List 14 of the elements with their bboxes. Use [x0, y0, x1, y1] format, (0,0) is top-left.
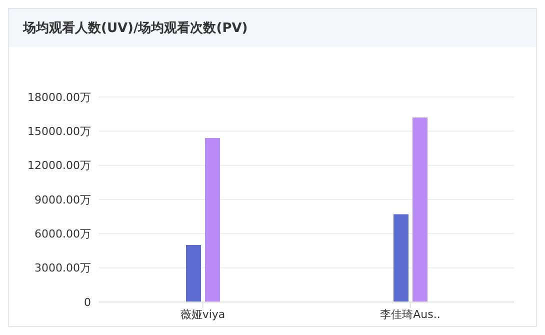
chart-title: 场均观看人数(UV)/场均观看次数(PV) [9, 9, 536, 47]
y-tick-label: 9000.00万 [34, 193, 91, 206]
y-tick-label: 0 [84, 296, 91, 309]
bar [205, 138, 220, 302]
y-tick-label: 6000.00万 [34, 228, 91, 241]
y-tick-label: 12000.00万 [28, 159, 91, 172]
y-tick-label: 15000.00万 [28, 125, 91, 138]
bar [394, 214, 408, 302]
y-tick-label: 18000.00万 [28, 90, 91, 104]
x-tick-label: 李佳琦Aus.. [380, 308, 440, 321]
y-tick-label: 3000.00万 [34, 262, 91, 275]
bar [412, 118, 428, 302]
bar [186, 245, 201, 302]
x-tick-label: 薇娅viya [180, 308, 226, 321]
